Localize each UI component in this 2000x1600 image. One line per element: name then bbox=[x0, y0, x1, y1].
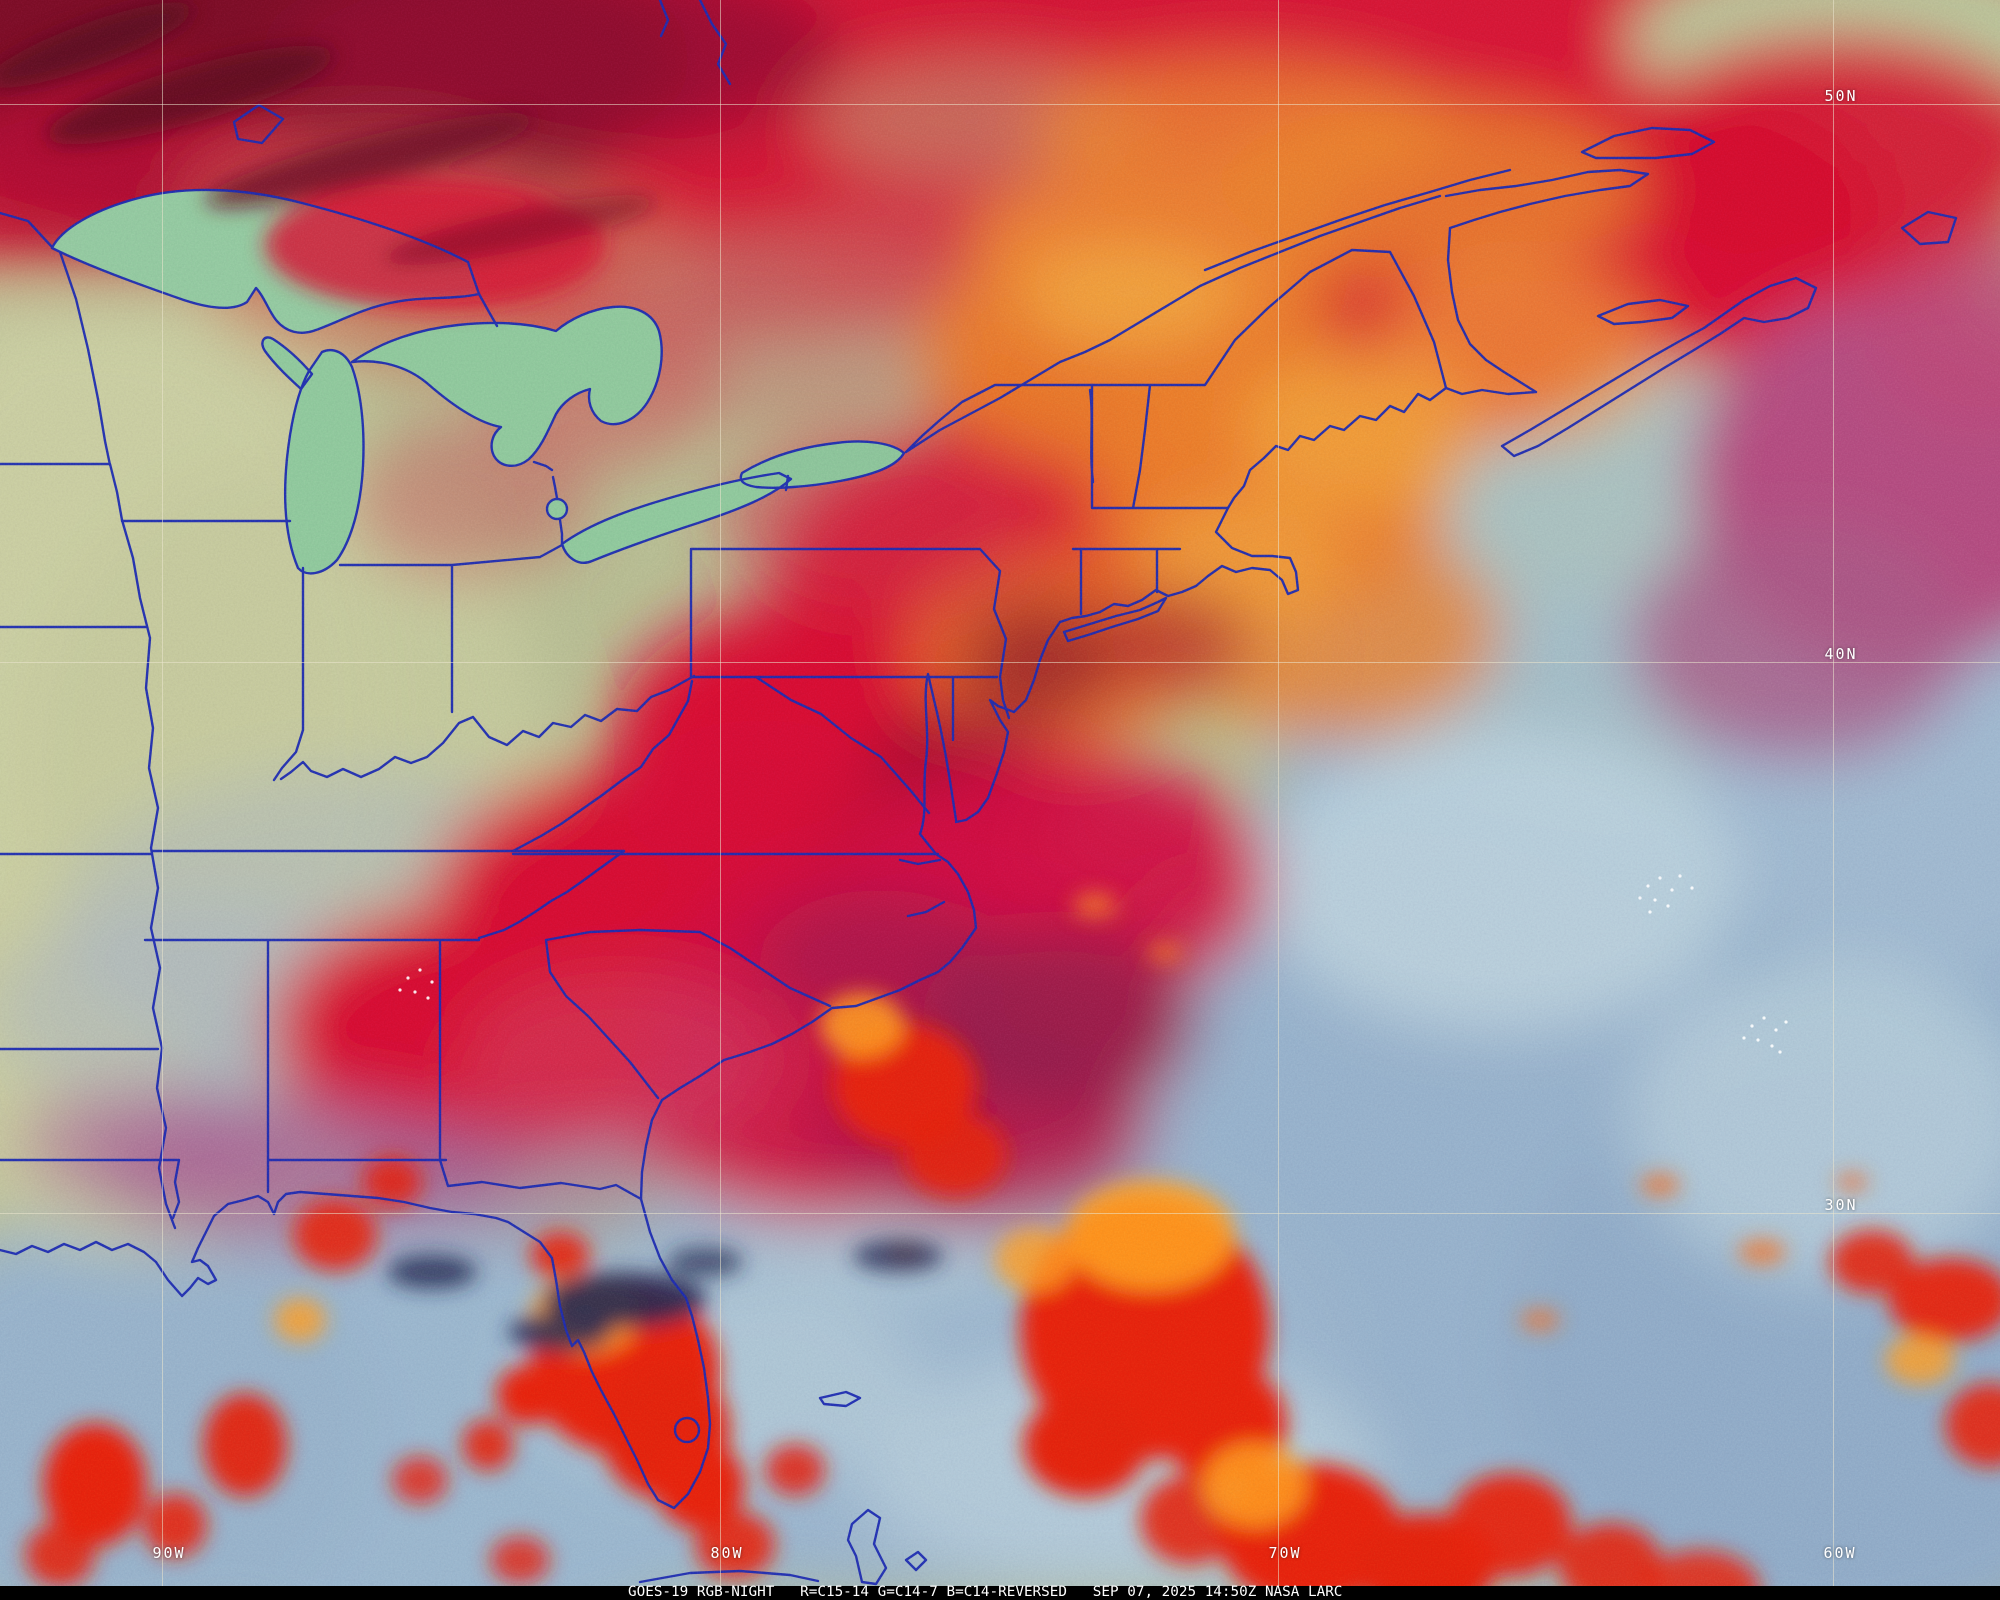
caption-text: GOES-19 RGB-NIGHT R=C15-14 G=C14-7 B=C14… bbox=[628, 1584, 1343, 1600]
caption-bar: GOES-19 RGB-NIGHT R=C15-14 G=C14-7 B=C14… bbox=[0, 1584, 2000, 1600]
